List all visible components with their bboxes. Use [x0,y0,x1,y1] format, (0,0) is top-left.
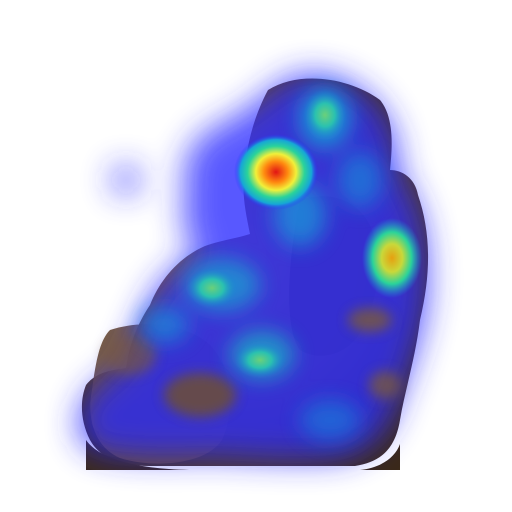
heatmap-warm-spots [186,89,422,378]
statue-base [86,440,400,470]
heatmap-gaps [104,308,401,417]
heatmap-overlay [77,73,429,460]
heatmap-peak [234,134,318,210]
